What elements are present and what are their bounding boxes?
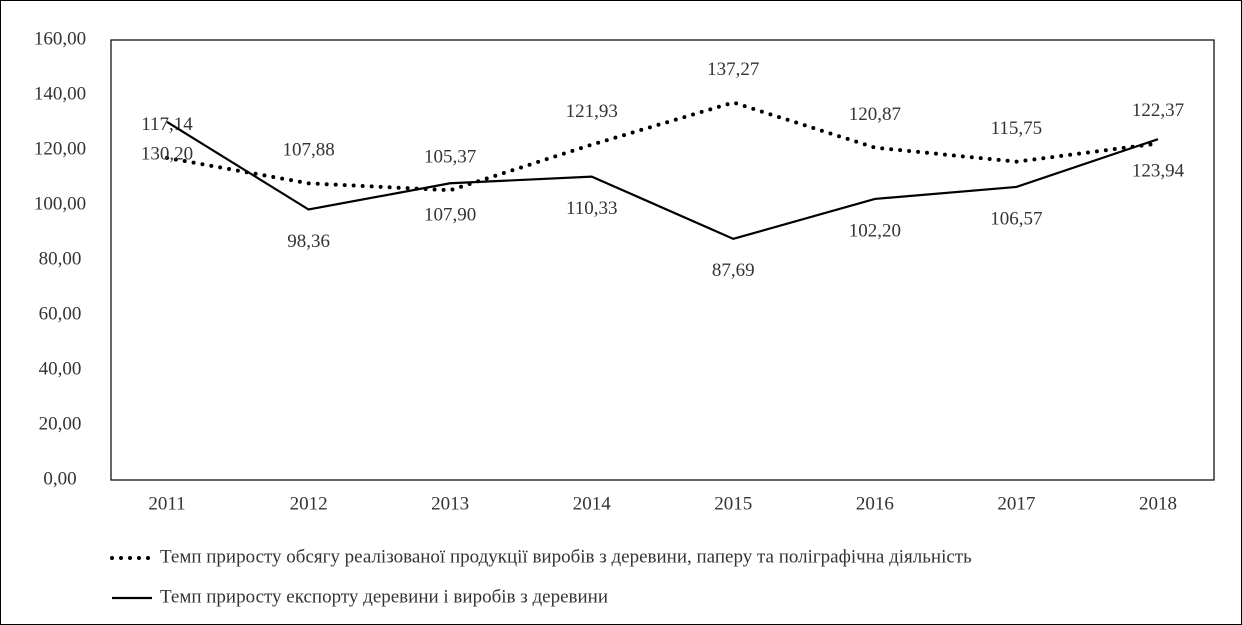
data-label: 120,87 xyxy=(849,104,901,125)
data-label: 115,75 xyxy=(991,118,1043,139)
data-label: 107,90 xyxy=(424,205,476,226)
y-tick-label: 100,00 xyxy=(34,193,86,214)
y-tick-label: 0,00 xyxy=(43,468,76,489)
data-label: 106,57 xyxy=(990,208,1042,229)
y-tick-label: 20,00 xyxy=(39,413,82,434)
data-label: 117,14 xyxy=(141,114,193,135)
legend-label: Темп приросту обсягу реалізованої продук… xyxy=(160,546,972,567)
x-tick-label: 2015 xyxy=(714,493,752,514)
x-tick-label: 2011 xyxy=(148,493,185,514)
data-label: 110,33 xyxy=(566,198,618,219)
data-label: 107,88 xyxy=(282,140,334,161)
series-line xyxy=(166,121,1159,241)
data-label: 122,37 xyxy=(1132,100,1184,121)
data-label: 98,36 xyxy=(287,231,330,252)
y-tick-label: 120,00 xyxy=(34,138,86,159)
y-tick-label: 80,00 xyxy=(39,248,82,269)
x-tick-label: 2014 xyxy=(573,493,612,514)
data-label: 87,69 xyxy=(712,260,755,281)
x-tick-label: 2012 xyxy=(290,493,328,514)
data-label: 123,94 xyxy=(1132,161,1185,182)
data-label: 105,37 xyxy=(424,147,476,168)
y-tick-label: 140,00 xyxy=(34,83,86,104)
plot-area xyxy=(110,39,1215,481)
data-label: 130,20 xyxy=(141,143,193,164)
x-tick-label: 2016 xyxy=(856,493,894,514)
data-label: 102,20 xyxy=(849,220,901,241)
x-tick-label: 2017 xyxy=(997,493,1035,514)
data-label: 137,27 xyxy=(707,59,759,80)
y-tick-label: 160,00 xyxy=(34,28,86,49)
legend-label: Темп приросту експорту деревини і виробі… xyxy=(160,586,608,607)
x-tick-label: 2013 xyxy=(431,493,469,514)
x-tick-label: 2018 xyxy=(1139,493,1177,514)
data-label: 121,93 xyxy=(566,101,618,122)
y-tick-label: 60,00 xyxy=(39,303,82,324)
y-tick-label: 40,00 xyxy=(39,358,82,379)
